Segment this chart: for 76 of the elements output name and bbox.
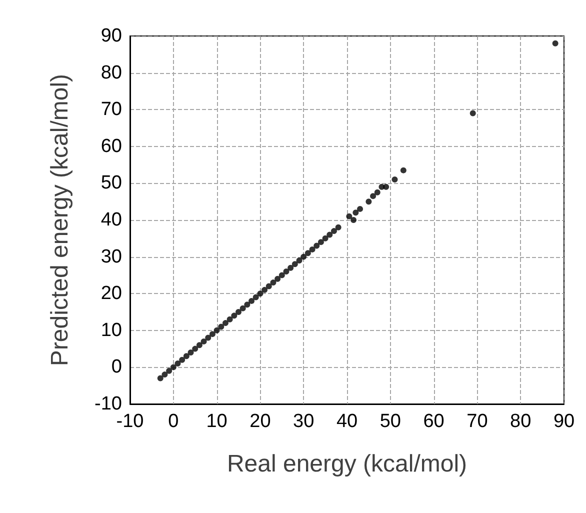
point xyxy=(222,320,228,326)
x-tick-label: 10 xyxy=(206,411,228,432)
point xyxy=(262,286,268,293)
point xyxy=(370,193,376,200)
point xyxy=(274,276,281,282)
point xyxy=(179,356,186,363)
x-tick-label: 80 xyxy=(510,411,532,432)
point xyxy=(252,294,259,300)
point xyxy=(309,246,316,252)
point xyxy=(296,257,302,264)
y-tick-label: 50 xyxy=(100,172,122,194)
y-axis-title: Predicted energy (kcal/mol) xyxy=(46,74,74,366)
x-axis-title: Real energy (kcal/mol) xyxy=(226,450,468,478)
point xyxy=(240,305,246,312)
point xyxy=(318,239,324,246)
point xyxy=(205,334,212,341)
point xyxy=(552,40,558,46)
x-tick-label: 50 xyxy=(380,411,401,432)
point xyxy=(214,327,220,334)
point xyxy=(330,228,337,234)
point xyxy=(278,272,285,278)
point xyxy=(366,198,372,205)
y-tick-label: 10 xyxy=(100,320,122,341)
point xyxy=(300,254,307,260)
point xyxy=(209,331,216,338)
point xyxy=(392,176,398,183)
point xyxy=(304,250,311,256)
x-tick-label: 30 xyxy=(293,411,314,432)
x-tick-label: 0 xyxy=(168,411,179,432)
y-tick-label: 0 xyxy=(111,356,122,378)
x-tick-label: 70 xyxy=(466,411,488,432)
point xyxy=(357,206,364,212)
point xyxy=(352,210,359,216)
y-tick-label: 80 xyxy=(100,62,122,84)
y-tick-label: 60 xyxy=(100,136,122,157)
point xyxy=(231,312,238,319)
y-tick-label: 20 xyxy=(100,283,122,304)
point xyxy=(350,217,357,223)
point xyxy=(314,242,320,249)
point xyxy=(383,184,390,190)
point xyxy=(470,110,476,116)
point xyxy=(257,290,264,297)
point xyxy=(192,346,198,352)
point xyxy=(196,342,202,348)
point xyxy=(346,213,352,220)
y-tick-label: 70 xyxy=(100,99,122,120)
point xyxy=(400,167,406,174)
y-tick-label: 40 xyxy=(100,210,122,230)
point xyxy=(200,338,207,344)
y-tick-label: 90 xyxy=(100,26,122,46)
y-tick-label: 30 xyxy=(100,246,122,268)
point xyxy=(236,309,242,315)
point xyxy=(326,232,333,238)
x-tick-label: 20 xyxy=(250,411,271,432)
point xyxy=(244,302,250,308)
point xyxy=(166,368,172,374)
point xyxy=(322,235,328,242)
point xyxy=(248,298,255,304)
point xyxy=(270,280,276,286)
point xyxy=(288,264,294,271)
x-tick-label: 60 xyxy=(423,411,444,432)
point xyxy=(226,316,233,322)
point xyxy=(283,268,290,275)
point xyxy=(183,353,190,360)
point xyxy=(188,349,194,356)
x-tick-label: 90 xyxy=(553,411,575,432)
x-tick-label: 40 xyxy=(336,411,358,432)
point xyxy=(266,283,272,290)
point xyxy=(374,189,380,196)
point xyxy=(292,261,298,268)
point xyxy=(157,375,164,382)
point xyxy=(162,372,168,378)
point xyxy=(174,360,181,367)
point xyxy=(218,324,224,330)
point xyxy=(170,364,176,370)
point xyxy=(335,224,342,230)
